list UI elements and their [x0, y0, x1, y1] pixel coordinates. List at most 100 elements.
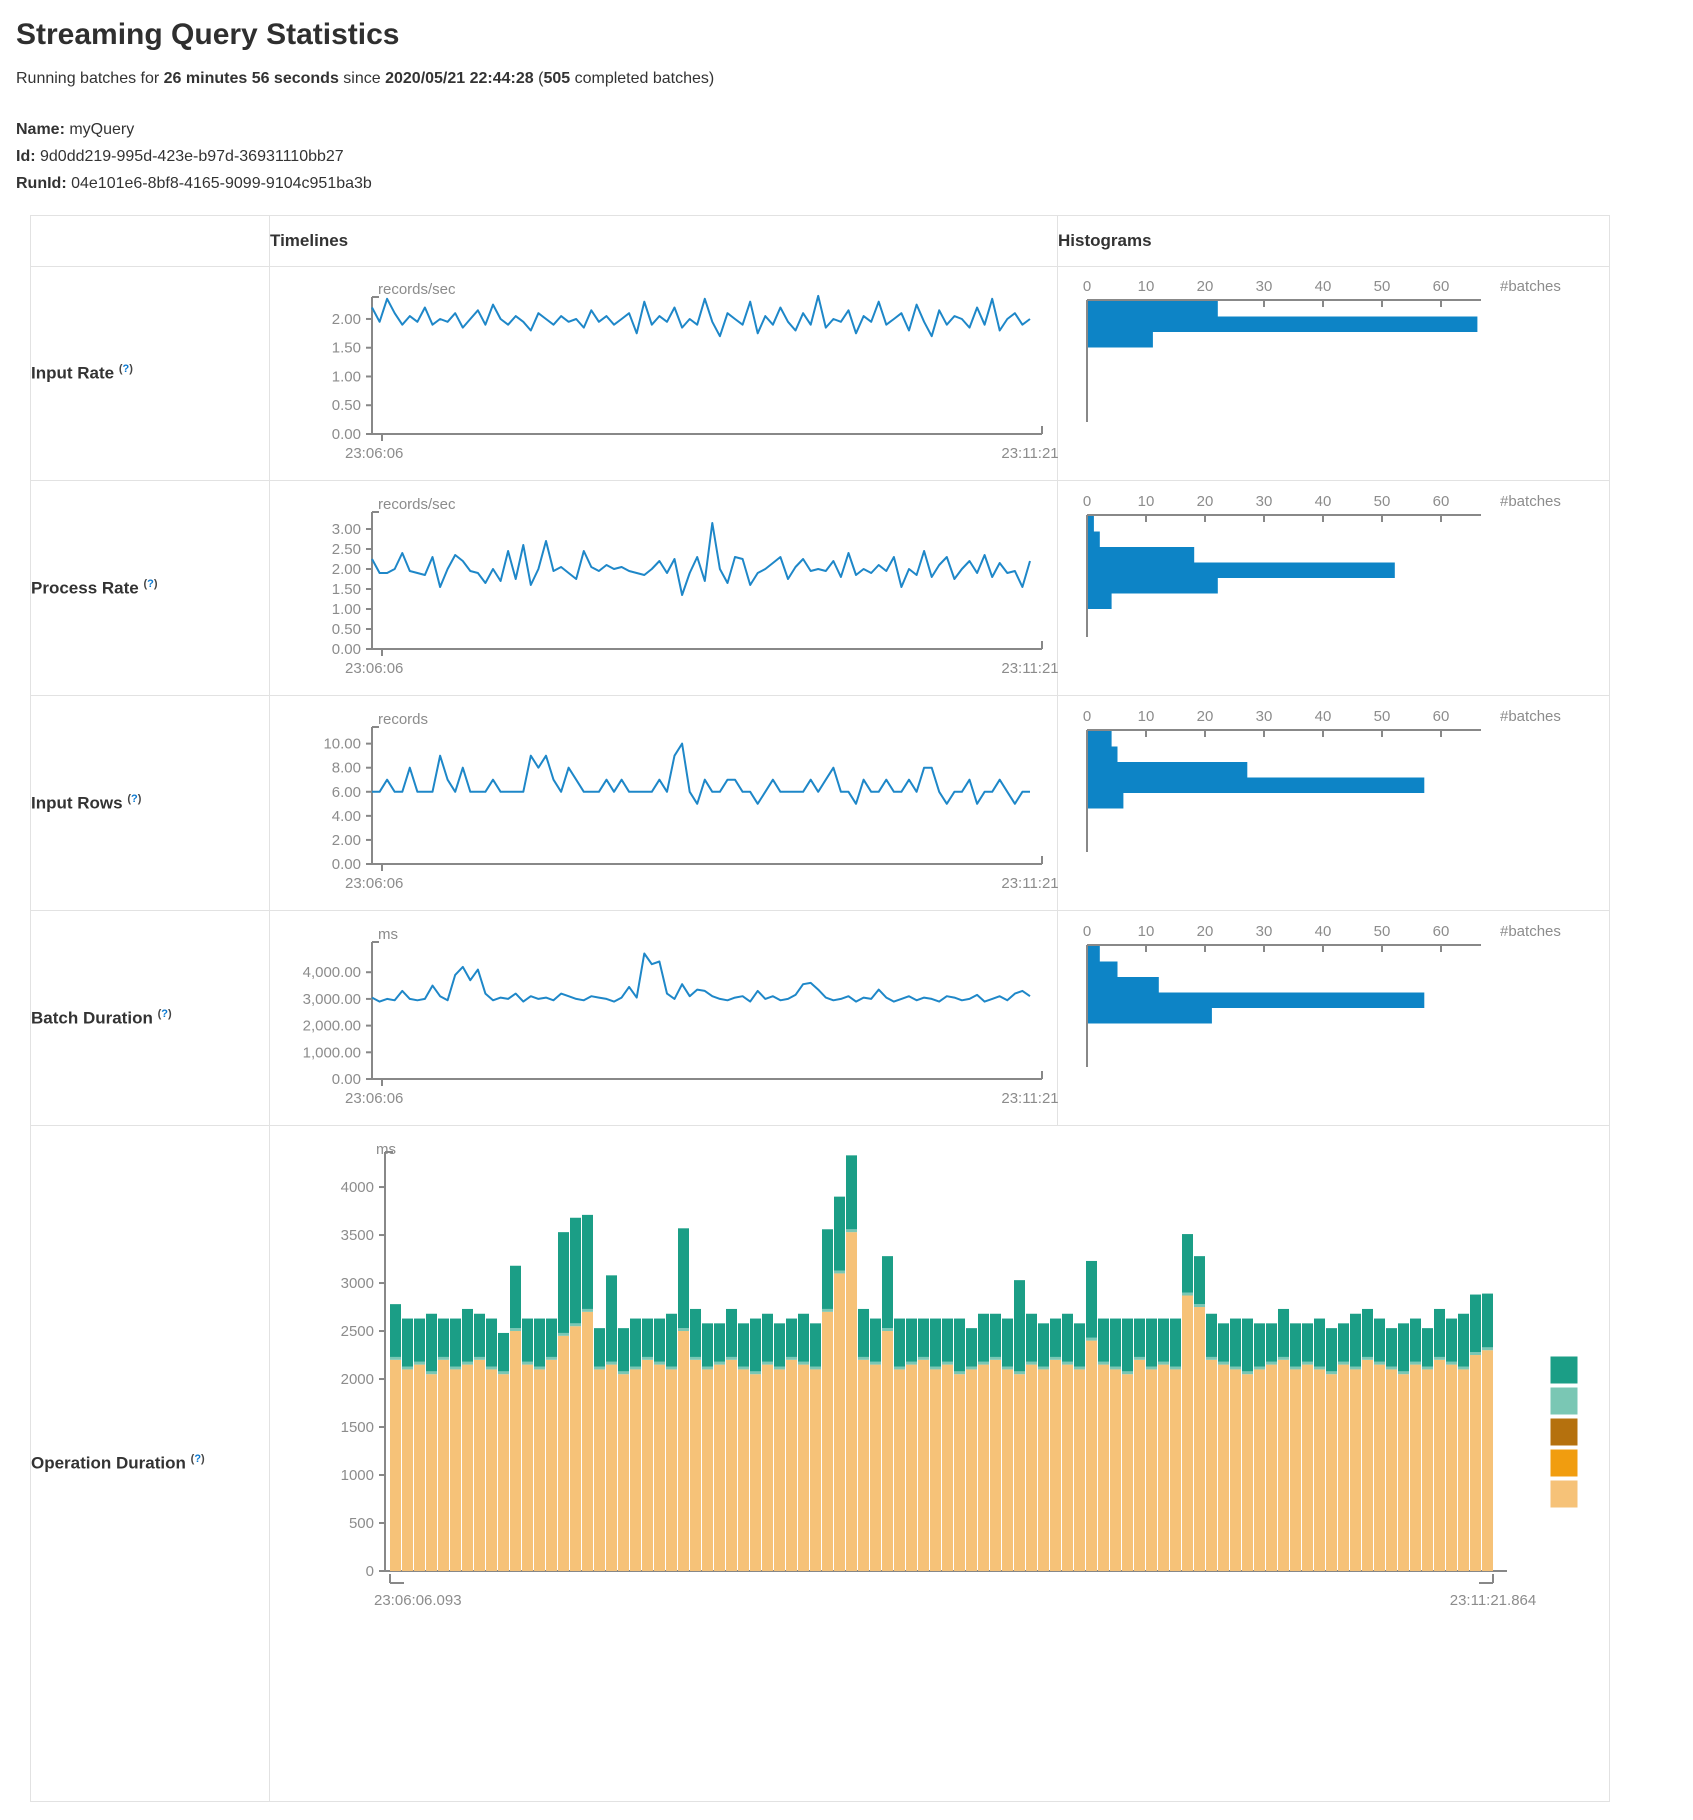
svg-text:23:11:21: 23:11:21 — [1001, 660, 1058, 677]
svg-text:23:11:21: 23:11:21 — [1001, 1090, 1058, 1107]
svg-text:3000: 3000 — [341, 1275, 374, 1292]
svg-text:23:11:21: 23:11:21 — [1001, 875, 1058, 892]
svg-text:2000: 2000 — [341, 1371, 374, 1388]
svg-text:1.50: 1.50 — [332, 340, 361, 357]
svg-text:40: 40 — [1315, 923, 1332, 940]
svg-text:23:06:06: 23:06:06 — [345, 1090, 403, 1107]
svg-text:23:06:06: 23:06:06 — [345, 875, 403, 892]
svg-text:records: records — [378, 711, 428, 728]
svg-text:40: 40 — [1315, 278, 1332, 295]
svg-text:60: 60 — [1433, 493, 1450, 510]
page-title: Streaming Query Statistics — [16, 18, 400, 51]
histograms-column-header: Histograms — [1057, 215, 1610, 267]
input-rate-histogram-chart: 0 10 20 30 40 50 60 #batches — [1058, 267, 1609, 480]
help-icon[interactable]: (?) — [118, 363, 133, 376]
table-row: Process Rate (?) records/sec 3.00 2.50 2.00… — [30, 480, 1610, 696]
svg-text:0.00: 0.00 — [332, 1071, 361, 1088]
legend-swatch — [1549, 1479, 1579, 1509]
svg-text:1000: 1000 — [341, 1467, 374, 1484]
svg-text:30: 30 — [1256, 708, 1273, 725]
svg-text:records/sec: records/sec — [378, 496, 456, 513]
svg-text:10: 10 — [1138, 278, 1155, 295]
svg-text:23:11:21.864: 23:11:21.864 — [1450, 1592, 1536, 1609]
operation-duration-stacked-chart: ms 4000 3500 3000 2500 2000 1500 1000 500 0 23:06:… — [270, 1126, 1609, 1801]
svg-text:#batches: #batches — [1500, 278, 1561, 295]
svg-text:1.00: 1.00 — [332, 368, 361, 385]
svg-text:20: 20 — [1197, 493, 1214, 510]
svg-text:23:06:06: 23:06:06 — [345, 445, 403, 462]
svg-text:records/sec: records/sec — [378, 281, 456, 298]
query-id-line: Id: 9d0dd219-995d-423e-b97d-36931110bb27 — [16, 148, 344, 165]
query-name-line: Name: myQuery — [16, 121, 135, 138]
table-row: Input Rows (?) records 10.00 8.00 6.00 4.00 2… — [30, 695, 1610, 911]
svg-text:4.00: 4.00 — [332, 807, 361, 824]
svg-text:2.00: 2.00 — [332, 561, 361, 578]
svg-text:2500: 2500 — [341, 1323, 374, 1340]
svg-text:20: 20 — [1197, 923, 1214, 940]
svg-text:10: 10 — [1138, 708, 1155, 725]
batch-duration-histogram-chart: 0 10 20 30 40 50 60 #batches — [1058, 912, 1609, 1125]
svg-text:0: 0 — [1083, 493, 1091, 510]
legend-swatch — [1549, 1448, 1579, 1478]
svg-text:ms: ms — [376, 1141, 396, 1158]
svg-text:6.00: 6.00 — [332, 783, 361, 800]
query-runid-line: RunId: 04e101e6-8bf8-4165-9099-9104c951b… — [16, 175, 372, 192]
svg-text:8.00: 8.00 — [332, 759, 361, 776]
svg-text:2.00: 2.00 — [332, 831, 361, 848]
svg-text:23:11:21: 23:11:21 — [1001, 445, 1058, 462]
process-rate-timeline-chart: records/sec 3.00 2.50 2.00 1.50 1.00 0.50 0.00 2… — [270, 482, 1059, 695]
svg-text:40: 40 — [1315, 708, 1332, 725]
legend-swatch — [1549, 1417, 1579, 1447]
help-icon[interactable]: (?) — [143, 577, 158, 590]
svg-text:50: 50 — [1374, 708, 1391, 725]
svg-text:0.00: 0.00 — [332, 641, 361, 658]
svg-text:50: 50 — [1374, 923, 1391, 940]
svg-text:10: 10 — [1138, 923, 1155, 940]
process-rate-histogram-chart: 0 10 20 30 40 50 60 #batches — [1058, 482, 1609, 695]
help-icon[interactable]: (?) — [190, 1453, 205, 1466]
svg-text:0: 0 — [1083, 278, 1091, 295]
empty-header-cell — [30, 215, 270, 267]
svg-text:0: 0 — [366, 1563, 374, 1580]
input-rows-timeline-chart: records 10.00 8.00 6.00 4.00 2.00 0.00 23:06:06… — [270, 697, 1058, 910]
svg-text:1,000.00: 1,000.00 — [303, 1044, 361, 1061]
svg-text:10.00: 10.00 — [323, 735, 361, 752]
svg-text:4,000.00: 4,000.00 — [303, 964, 361, 981]
svg-text:3.00: 3.00 — [332, 521, 361, 538]
svg-text:1.00: 1.00 — [332, 601, 361, 618]
input-rows-histogram-chart: 0 10 20 30 40 50 60 #batches — [1058, 697, 1609, 910]
svg-text:50: 50 — [1374, 278, 1391, 295]
svg-text:1.50: 1.50 — [332, 581, 361, 598]
svg-text:ms: ms — [378, 926, 398, 943]
svg-text:3,000.00: 3,000.00 — [303, 990, 361, 1007]
help-icon[interactable]: (?) — [127, 792, 142, 805]
svg-text:30: 30 — [1256, 493, 1273, 510]
svg-text:#batches: #batches — [1500, 708, 1561, 725]
svg-text:2.50: 2.50 — [332, 541, 361, 558]
svg-text:20: 20 — [1197, 278, 1214, 295]
legend-swatch — [1549, 1386, 1579, 1416]
svg-text:4000: 4000 — [341, 1179, 374, 1196]
table-row: Batch Duration (?) ms 4,000.00 3,000.00 2,0… — [30, 910, 1610, 1126]
svg-text:60: 60 — [1433, 708, 1450, 725]
running-batches-summary: Running batches for 26 minutes 56 second… — [16, 70, 715, 87]
svg-text:#batches: #batches — [1500, 493, 1561, 510]
svg-text:23:06:06.093: 23:06:06.093 — [374, 1592, 462, 1609]
svg-text:0.50: 0.50 — [332, 621, 361, 638]
svg-text:2.00: 2.00 — [332, 311, 361, 328]
svg-text:50: 50 — [1374, 493, 1391, 510]
statistics-table: Timelines Histograms Input Rate (?) reco… — [30, 215, 1610, 1802]
help-icon[interactable]: (?) — [157, 1007, 172, 1020]
timelines-column-header: Timelines — [269, 215, 1058, 267]
svg-text:0.00: 0.00 — [332, 856, 361, 873]
svg-text:10: 10 — [1138, 493, 1155, 510]
svg-text:0.50: 0.50 — [332, 397, 361, 414]
svg-text:30: 30 — [1256, 278, 1273, 295]
table-row: Input Rate (?) records/sec 2.00 1.50 1.00 0.… — [30, 266, 1610, 481]
svg-text:2,000.00: 2,000.00 — [303, 1017, 361, 1034]
row-label-input-rate: Input Rate (?) — [30, 266, 270, 481]
row-label-batch-duration: Batch Duration (?) — [30, 910, 270, 1126]
svg-text:0.00: 0.00 — [332, 426, 361, 443]
svg-text:0: 0 — [1083, 708, 1091, 725]
